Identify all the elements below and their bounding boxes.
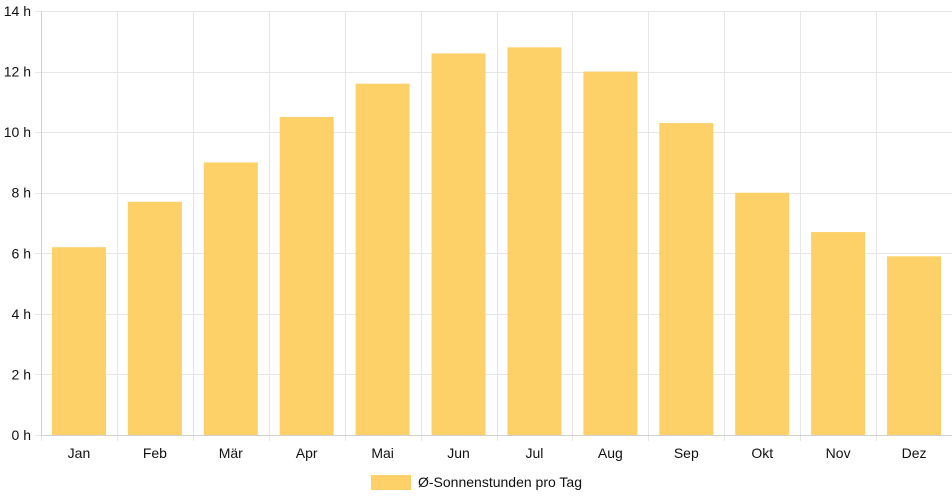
x-tick-label: Sep	[674, 445, 699, 461]
bar-aug[interactable]	[583, 71, 638, 436]
bar-nov[interactable]	[811, 232, 866, 435]
x-tick-label: Apr	[296, 445, 318, 461]
grid-lines	[35, 11, 952, 441]
y-tick-label: 12 h	[4, 64, 31, 80]
y-tick-label: 2 h	[12, 366, 31, 382]
bar-jun[interactable]	[431, 53, 486, 436]
x-tick-label: Nov	[826, 445, 851, 461]
x-tick-label: Jun	[447, 445, 470, 461]
x-axis: Jan Feb Mär Apr Mai Jun Jul Aug Sep Okt Nov Dez	[41, 435, 952, 461]
y-tick-label: 14 h	[4, 3, 31, 19]
x-tick-label: Dez	[902, 445, 927, 461]
legend-swatch[interactable]	[371, 475, 411, 490]
x-tick-label: Jul	[526, 445, 544, 461]
bar-sep[interactable]	[659, 123, 714, 436]
x-tick-label: Aug	[598, 445, 623, 461]
bar-apr[interactable]	[279, 117, 334, 435]
bar-mär[interactable]	[203, 162, 258, 435]
x-tick-label: Jan	[68, 445, 91, 461]
bar-jul[interactable]	[507, 47, 562, 435]
bar-feb[interactable]	[127, 201, 182, 435]
legend[interactable]: Ø-Sonnenstunden pro Tag	[371, 474, 582, 490]
bar-mai[interactable]	[355, 83, 410, 435]
bars	[51, 47, 942, 436]
x-tick-label: Mai	[371, 445, 394, 461]
x-tick-label: Feb	[143, 445, 167, 461]
y-tick-label: 6 h	[12, 245, 31, 261]
y-tick-label: 4 h	[12, 306, 31, 322]
legend-label[interactable]: Ø-Sonnenstunden pro Tag	[418, 474, 582, 490]
bar-okt[interactable]	[735, 192, 790, 435]
bar-dez[interactable]	[887, 256, 942, 435]
y-tick-label: 0 h	[12, 427, 31, 443]
x-tick-label: Okt	[751, 445, 773, 461]
y-tick-label: 10 h	[4, 124, 31, 140]
x-tick-label: Mär	[219, 445, 243, 461]
y-axis: 0 h 2 h 4 h 6 h 8 h 10 h 12 h 14 h	[4, 3, 42, 443]
y-tick-label: 8 h	[12, 185, 31, 201]
bar-jan[interactable]	[51, 247, 106, 435]
